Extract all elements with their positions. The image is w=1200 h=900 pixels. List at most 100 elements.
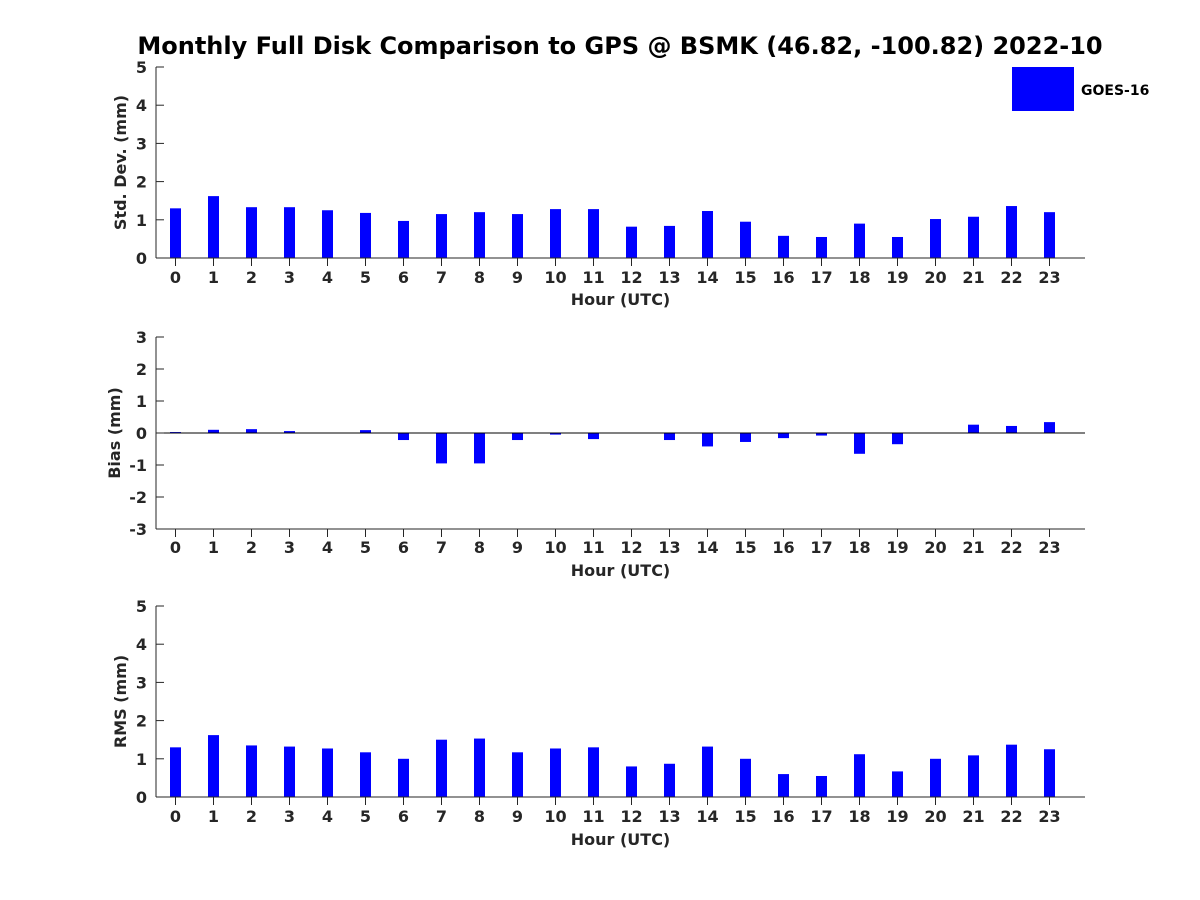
x-tick-label-3-2: 2 [246,807,257,826]
bar-2-hour-16 [778,433,789,439]
bar-1-hour-21 [968,216,979,258]
x-tick-label-1-2: 2 [246,268,257,287]
bar-3-hour-2 [246,745,257,797]
bar-1-hour-6 [398,220,409,258]
bar-3-hour-7 [436,739,447,797]
bar-1-hour-22 [1006,206,1017,258]
y-tick-label-3-3: 3 [136,673,147,692]
x-tick-label-1-0: 0 [170,268,181,287]
bar-1-hour-9 [512,214,523,258]
x-tick-label-3-17: 17 [810,807,832,826]
y-tick-label-2--2: -2 [129,488,147,507]
x-tick-label-2-7: 7 [436,538,447,557]
bar-3-hour-16 [778,774,789,797]
y-tick-label-1-2: 2 [136,173,147,192]
x-tick-label-1-10: 10 [544,268,566,287]
x-tick-label-3-10: 10 [544,807,566,826]
x-tick-label-3-8: 8 [474,807,485,826]
x-tick-label-2-6: 6 [398,538,409,557]
x-tick-label-1-21: 21 [962,268,984,287]
x-tick-label-1-16: 16 [772,268,794,287]
bar-1-hour-13 [664,225,675,258]
bar-2-hour-11 [588,433,599,440]
bar-2-hour-23 [1044,422,1055,433]
y-tick-label-3-5: 5 [136,597,147,616]
bar-1-hour-19 [892,236,903,258]
x-tick-label-3-16: 16 [772,807,794,826]
bar-2-hour-1 [208,429,219,433]
bar-1-hour-2 [246,207,257,258]
x-axis-label-2: Hour (UTC) [571,561,671,580]
x-tick-label-3-14: 14 [696,807,718,826]
y-tick-label-2-3: 3 [136,328,147,347]
x-tick-label-1-5: 5 [360,268,371,287]
bar-2-hour-7 [436,433,447,464]
bar-3-hour-4 [322,748,333,797]
x-tick-label-2-21: 21 [962,538,984,557]
x-tick-label-3-15: 15 [734,807,756,826]
bar-2-hour-10 [550,433,561,435]
bar-1-hour-11 [588,209,599,258]
x-tick-label-1-4: 4 [322,268,333,287]
bar-3-hour-10 [550,748,561,797]
x-tick-label-1-6: 6 [398,268,409,287]
bar-3-hour-14 [702,746,713,797]
x-tick-label-3-6: 6 [398,807,409,826]
x-tick-label-3-22: 22 [1000,807,1022,826]
x-tick-label-1-9: 9 [512,268,523,287]
bar-1-hour-16 [778,235,789,258]
x-tick-label-1-11: 11 [582,268,604,287]
x-tick-label-3-13: 13 [658,807,680,826]
y-tick-label-2--3: -3 [129,520,147,539]
x-tick-label-2-17: 17 [810,538,832,557]
bar-3-hour-0 [170,747,181,797]
bar-2-hour-14 [702,433,713,447]
y-tick-label-2-0: 0 [136,424,147,443]
bar-3-hour-19 [892,771,903,797]
bar-3-hour-8 [474,738,485,797]
x-tick-label-2-1: 1 [208,538,219,557]
x-tick-label-2-15: 15 [734,538,756,557]
bar-2-hour-3 [284,431,295,433]
x-tick-label-1-23: 23 [1038,268,1060,287]
y-tick-label-1-3: 3 [136,134,147,153]
bar-3-hour-13 [664,763,675,797]
bar-2-hour-6 [398,433,409,441]
x-tick-label-3-20: 20 [924,807,946,826]
x-tick-label-1-14: 14 [696,268,718,287]
x-tick-label-1-13: 13 [658,268,680,287]
y-tick-label-3-4: 4 [136,635,147,654]
y-tick-label-2-1: 1 [136,392,147,411]
bar-1-hour-15 [740,221,751,258]
y-tick-label-1-5: 5 [136,58,147,77]
bar-3-hour-17 [816,775,827,797]
x-tick-label-3-19: 19 [886,807,908,826]
bar-1-hour-17 [816,236,827,258]
bar-2-hour-21 [968,424,979,433]
chart-title: Monthly Full Disk Comparison to GPS @ BS… [137,32,1102,60]
x-tick-label-1-20: 20 [924,268,946,287]
y-tick-label-2--1: -1 [129,456,147,475]
bar-1-hour-8 [474,212,485,258]
bar-1-hour-14 [702,211,713,258]
bar-1-hour-4 [322,210,333,258]
x-tick-label-3-1: 1 [208,807,219,826]
y-axis-label-2: Bias (mm) [105,387,124,479]
legend-label-goes16: GOES-16 [1081,83,1149,99]
x-tick-label-1-12: 12 [620,268,642,287]
x-tick-label-2-9: 9 [512,538,523,557]
x-tick-label-2-22: 22 [1000,538,1022,557]
x-tick-label-3-18: 18 [848,807,870,826]
x-tick-label-1-7: 7 [436,268,447,287]
bar-3-hour-23 [1044,749,1055,797]
bar-1-hour-10 [550,209,561,258]
x-tick-label-1-8: 8 [474,268,485,287]
bar-1-hour-0 [170,208,181,258]
x-tick-label-3-11: 11 [582,807,604,826]
x-tick-label-2-16: 16 [772,538,794,557]
bar-1-hour-20 [930,219,941,258]
x-tick-label-3-3: 3 [284,807,295,826]
